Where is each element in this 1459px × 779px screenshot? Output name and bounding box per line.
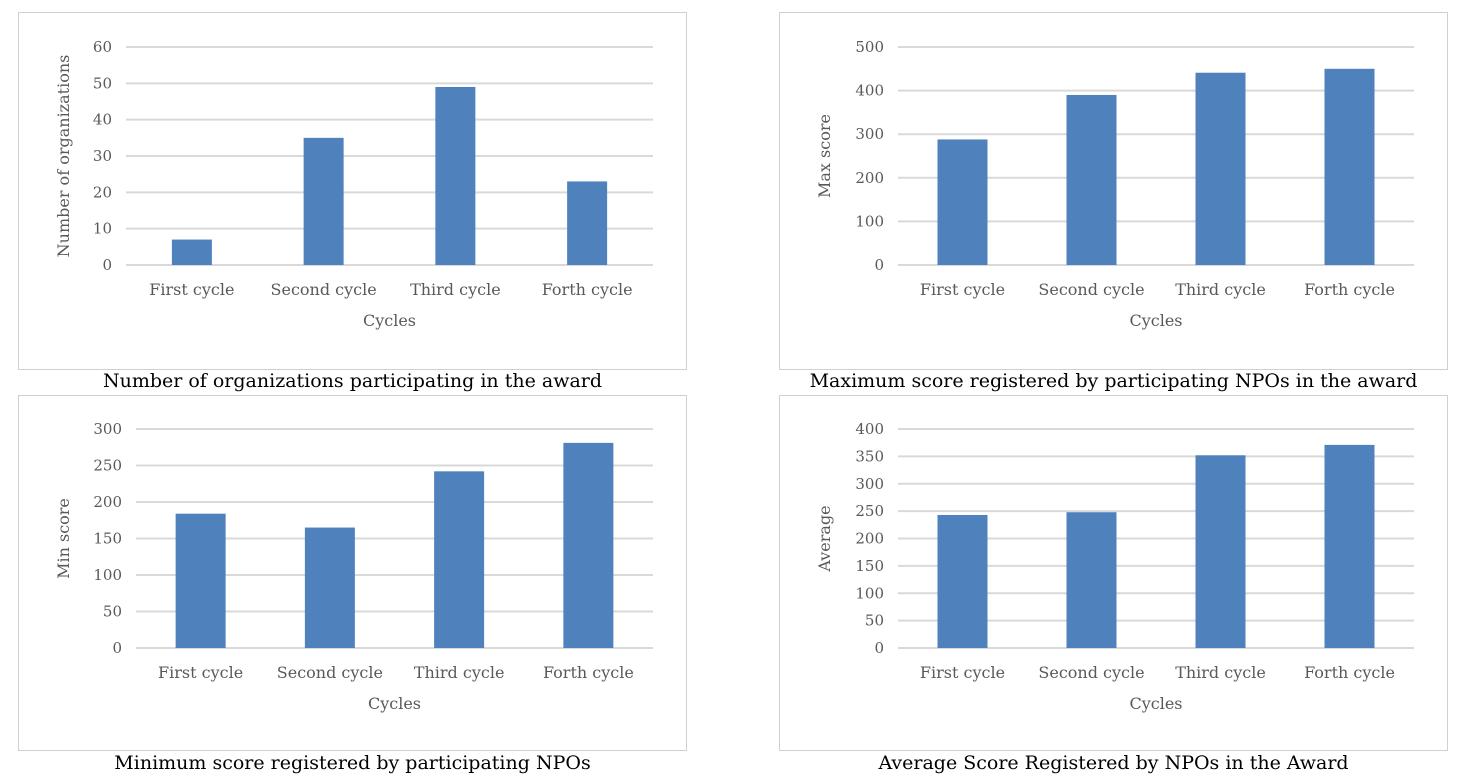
x-category-label: Third cycle bbox=[1175, 663, 1266, 682]
y-axis-title: Max score bbox=[815, 114, 834, 198]
bar bbox=[303, 137, 344, 265]
bar bbox=[1066, 512, 1117, 648]
bar bbox=[435, 86, 476, 265]
y-tick-label: 200 bbox=[93, 493, 122, 511]
bar bbox=[171, 239, 212, 265]
y-axis-title: Average bbox=[815, 505, 834, 572]
y-tick-label: 10 bbox=[93, 220, 112, 238]
bar bbox=[937, 514, 988, 648]
x-category-label: Third cycle bbox=[414, 663, 505, 682]
y-tick-label: 100 bbox=[93, 566, 122, 584]
bar bbox=[563, 442, 614, 648]
x-category-label: Second cycle bbox=[277, 663, 383, 682]
bar bbox=[1324, 444, 1375, 648]
bar bbox=[1324, 68, 1375, 265]
y-tick-label: 0 bbox=[874, 256, 884, 274]
average-score-bar-chart: 0 50 100 150 200 250 300 350 400 First cycle Secon… bbox=[815, 420, 1414, 713]
y-tick-label: 50 bbox=[93, 74, 112, 92]
x-category-label: Second cycle bbox=[1038, 280, 1144, 299]
chart-panel-min-score: 0 50 100 150 200 250 300 First cycle Second cycl… bbox=[18, 395, 687, 751]
x-category-label: First cycle bbox=[920, 280, 1005, 299]
y-tick-label: 150 bbox=[855, 557, 884, 575]
y-tick-label: 100 bbox=[855, 584, 884, 602]
x-category-label: First cycle bbox=[158, 663, 243, 682]
x-category-label: Forth cycle bbox=[542, 280, 633, 299]
chart-caption-average: Average Score Registered by NPOs in the … bbox=[878, 752, 1349, 774]
bar bbox=[937, 139, 988, 265]
max-score-bar-chart: 0 100 200 300 400 500 First cycle Second cycle T… bbox=[815, 38, 1414, 330]
x-category-label: First cycle bbox=[920, 663, 1005, 682]
y-tick-label: 150 bbox=[93, 530, 122, 548]
min-score-bar-chart: 0 50 100 150 200 250 300 First cycle Second cycl… bbox=[54, 420, 653, 713]
y-tick-label: 40 bbox=[93, 111, 112, 129]
y-tick-label: 400 bbox=[855, 82, 884, 100]
y-tick-label: 300 bbox=[855, 475, 884, 493]
y-tick-label: 0 bbox=[874, 639, 884, 657]
y-tick-label: 0 bbox=[112, 639, 122, 657]
bar bbox=[1195, 72, 1246, 265]
chart-panel-max-score: 0 100 200 300 400 500 First cycle Second cycle T… bbox=[779, 12, 1448, 370]
x-axis-title: Cycles bbox=[1129, 694, 1182, 713]
x-category-label: Third cycle bbox=[410, 280, 501, 299]
y-axis-title: Number of organizations bbox=[54, 55, 73, 258]
x-axis-title: Cycles bbox=[368, 694, 421, 713]
y-tick-label: 250 bbox=[93, 457, 122, 475]
y-axis-title: Min score bbox=[54, 498, 73, 579]
bar bbox=[175, 513, 226, 648]
x-category-label: Forth cycle bbox=[1304, 663, 1395, 682]
y-tick-label: 300 bbox=[855, 125, 884, 143]
bar bbox=[434, 471, 485, 648]
chart-panel-average: 0 50 100 150 200 250 300 350 400 First cycle Secon… bbox=[779, 395, 1448, 751]
y-tick-label: 500 bbox=[855, 38, 884, 56]
organizations-bar-chart: 0 10 20 30 40 50 60 First cycle Second cycle Thir… bbox=[54, 38, 653, 330]
x-category-label: Second cycle bbox=[271, 280, 377, 299]
y-tick-label: 350 bbox=[855, 447, 884, 465]
chart-caption-min-score: Minimum score registered by participatin… bbox=[114, 752, 591, 774]
y-tick-label: 0 bbox=[102, 256, 112, 274]
y-tick-label: 20 bbox=[93, 183, 112, 201]
y-tick-label: 30 bbox=[93, 147, 112, 165]
chart-caption-max-score: Maximum score registered by participatin… bbox=[809, 370, 1418, 392]
x-category-label: First cycle bbox=[149, 280, 234, 299]
y-tick-label: 200 bbox=[855, 169, 884, 187]
bar bbox=[304, 527, 355, 648]
y-tick-label: 60 bbox=[93, 38, 112, 56]
bar bbox=[1066, 94, 1117, 266]
y-tick-label: 200 bbox=[855, 530, 884, 548]
bar bbox=[1195, 455, 1246, 648]
x-category-label: Second cycle bbox=[1038, 663, 1144, 682]
y-tick-label: 100 bbox=[855, 212, 884, 230]
x-axis-title: Cycles bbox=[1129, 311, 1182, 330]
chart-panel-organizations: 0 10 20 30 40 50 60 First cycle Second cycle Thir… bbox=[18, 12, 687, 370]
x-category-label: Third cycle bbox=[1175, 280, 1266, 299]
y-tick-label: 400 bbox=[855, 420, 884, 438]
y-tick-label: 50 bbox=[865, 612, 884, 630]
x-axis-title: Cycles bbox=[363, 311, 416, 330]
y-tick-label: 300 bbox=[93, 420, 122, 438]
x-category-label: Forth cycle bbox=[1304, 280, 1395, 299]
bar bbox=[567, 181, 608, 265]
chart-caption-organizations: Number of organizations participating in… bbox=[102, 370, 603, 392]
y-tick-label: 250 bbox=[855, 502, 884, 520]
y-tick-label: 50 bbox=[103, 603, 122, 621]
x-category-label: Forth cycle bbox=[543, 663, 634, 682]
